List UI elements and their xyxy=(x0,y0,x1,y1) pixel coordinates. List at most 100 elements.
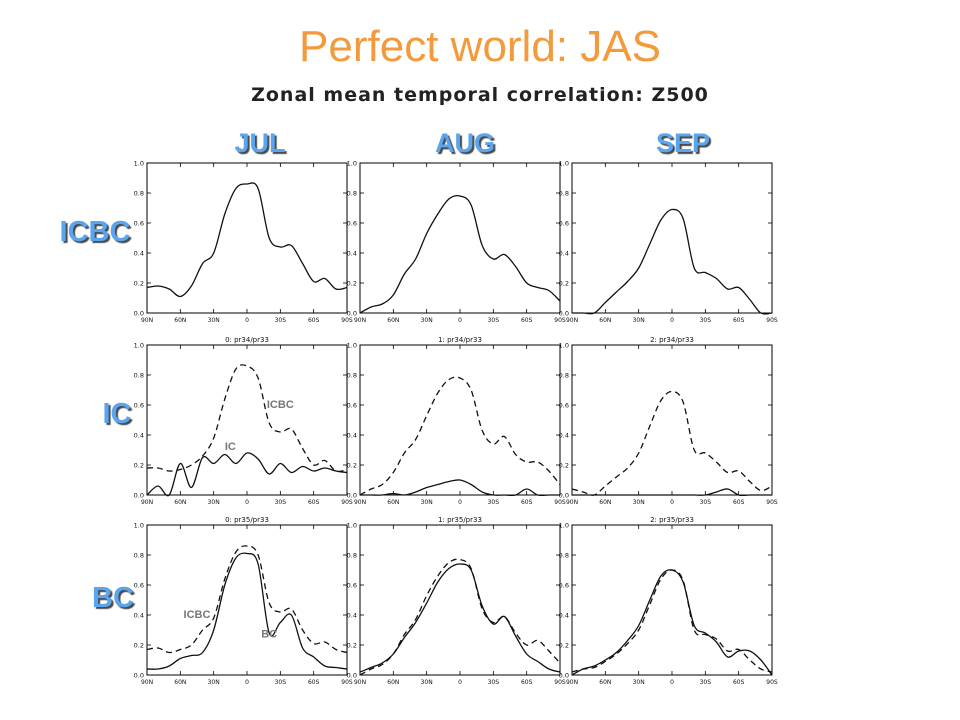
y-tick-label: 0.6 xyxy=(134,220,144,228)
x-tick-label: 90N xyxy=(141,317,153,324)
x-tick-label: 90N xyxy=(354,679,366,686)
series-line-icbc xyxy=(571,569,773,673)
row-label-ic: IC xyxy=(102,398,132,430)
y-tick-label: 0.2 xyxy=(134,280,144,288)
y-tick-label: 0.0 xyxy=(347,672,357,680)
panel-frame xyxy=(146,524,348,676)
panel-frame xyxy=(359,162,561,314)
panel-icbc-jul: 0.0 0.2 0.4 0.6 0.8 1.0 90N 60N 30N 0 30S 60S 90S xyxy=(134,160,353,325)
panel-caption: 1: pr35/pr33 xyxy=(438,516,482,524)
y-tick-label: 0.2 xyxy=(347,280,357,288)
panel-icbc-sep: 0.0 0.2 0.4 0.6 0.8 1.0 90N 60N 30N 0 30S 60S 90S xyxy=(559,160,778,325)
series-line-icbc xyxy=(359,376,561,496)
x-tick-label: 60S xyxy=(521,679,533,686)
series-line-icbc xyxy=(146,545,348,654)
x-tick-label: 60N xyxy=(387,317,399,324)
x-tick-label: 0 xyxy=(670,317,674,324)
x-tick-label: 30N xyxy=(208,679,220,686)
y-tick-label: 0.8 xyxy=(347,372,357,380)
x-tick-label: 60S xyxy=(733,679,745,686)
page-title: Perfect world: JAS xyxy=(299,22,661,71)
x-tick-label: 30N xyxy=(633,679,645,686)
y-tick-label: 0.4 xyxy=(559,612,569,620)
x-tick-label: 30S xyxy=(488,317,500,324)
x-tick-label: 60N xyxy=(599,317,611,324)
series-line-icbc xyxy=(571,390,773,496)
y-tick-label: 0.4 xyxy=(347,612,357,620)
y-tick-label: 0.8 xyxy=(559,190,569,198)
y-tick-label: 0.0 xyxy=(347,492,357,500)
series-line-icbc xyxy=(572,208,773,315)
x-tick-label: 90S xyxy=(766,499,778,506)
x-tick-label: 60N xyxy=(174,679,186,686)
y-tick-label: 0.8 xyxy=(559,552,569,560)
y-tick-label: 0.0 xyxy=(559,672,569,680)
x-tick-label: 60N xyxy=(387,499,399,506)
series-line-bc xyxy=(146,552,348,670)
panel-frame xyxy=(359,344,561,496)
y-tick-label: 1.0 xyxy=(559,160,569,168)
y-tick-label: 0.2 xyxy=(559,280,569,288)
x-tick-label: 30S xyxy=(275,317,287,324)
row-label-icbc: ICBC xyxy=(59,216,131,248)
column-label-sep: SEP xyxy=(655,128,711,158)
series-line-icbc xyxy=(146,364,348,473)
x-tick-label: 0 xyxy=(245,317,249,324)
panel-frame xyxy=(571,524,773,676)
y-tick-label: 0.8 xyxy=(134,190,144,198)
series-line-bc xyxy=(359,563,561,673)
panel-ic-aug: 0.0 0.2 0.4 0.6 0.8 1.0 90N 60N 30N 0 30S 60S 90S 1: … xyxy=(347,336,566,506)
y-tick-label: 0.6 xyxy=(134,582,144,590)
panel-caption: 0: pr35/pr33 xyxy=(225,516,269,524)
y-tick-label: 0.6 xyxy=(559,402,569,410)
x-tick-label: 60N xyxy=(174,499,186,506)
panel-bc-jul: 0.0 0.2 0.4 0.6 0.8 1.0 90N 60N 30N 0 30S 60S 90S 0: … xyxy=(134,516,353,686)
x-tick-label: 0 xyxy=(458,499,462,506)
x-tick-label: 30S xyxy=(488,499,500,506)
y-tick-label: 0.0 xyxy=(134,310,144,318)
panel-bc-sep: 0.0 0.2 0.4 0.6 0.8 1.0 90N 60N 30N 0 30S 60S 90S 2: … xyxy=(559,516,778,686)
annotation-label: ICBC xyxy=(184,609,211,621)
y-tick-label: 1.0 xyxy=(347,160,357,168)
x-tick-label: 30S xyxy=(700,317,712,324)
x-tick-label: 90S xyxy=(554,499,566,506)
x-tick-label: 30N xyxy=(421,317,433,324)
series-line-icbc xyxy=(359,194,561,314)
y-tick-label: 0.4 xyxy=(134,432,144,440)
y-tick-label: 0.2 xyxy=(347,462,357,470)
y-tick-label: 1.0 xyxy=(347,342,357,350)
series-line-ic xyxy=(360,479,560,497)
y-tick-label: 0.8 xyxy=(347,552,357,560)
y-tick-label: 0.4 xyxy=(559,250,569,258)
y-tick-label: 0.4 xyxy=(347,432,357,440)
x-tick-label: 60N xyxy=(387,679,399,686)
y-tick-label: 1.0 xyxy=(559,522,569,530)
y-tick-label: 0.4 xyxy=(134,250,144,258)
x-tick-label: 90N xyxy=(141,679,153,686)
y-tick-label: 0.6 xyxy=(559,582,569,590)
x-tick-label: 30S xyxy=(275,679,287,686)
y-tick-label: 0.6 xyxy=(559,220,569,228)
series-line-icbc xyxy=(359,558,561,676)
x-tick-label: 0 xyxy=(245,679,249,686)
x-tick-label: 30N xyxy=(421,499,433,506)
y-tick-label: 0.0 xyxy=(559,492,569,500)
x-tick-label: 30N xyxy=(633,317,645,324)
x-tick-label: 0 xyxy=(458,679,462,686)
x-tick-label: 30S xyxy=(275,499,287,506)
x-tick-label: 30N xyxy=(421,679,433,686)
x-tick-label: 30N xyxy=(633,499,645,506)
annotation-label: IC xyxy=(225,441,236,453)
panel-frame xyxy=(359,524,561,676)
x-tick-label: 60S xyxy=(521,499,533,506)
y-tick-label: 0.4 xyxy=(559,432,569,440)
x-tick-label: 60S xyxy=(733,499,745,506)
y-tick-label: 1.0 xyxy=(134,160,144,168)
x-tick-label: 30N xyxy=(208,499,220,506)
annotation-label: ICBC xyxy=(267,399,294,411)
panel-ic-sep: 0.0 0.2 0.4 0.6 0.8 1.0 90N 60N 30N 0 30S 60S 90S 2: … xyxy=(559,336,778,506)
column-label-aug: AUG xyxy=(435,128,495,158)
y-tick-label: 0.2 xyxy=(559,462,569,470)
y-tick-label: 1.0 xyxy=(134,342,144,350)
